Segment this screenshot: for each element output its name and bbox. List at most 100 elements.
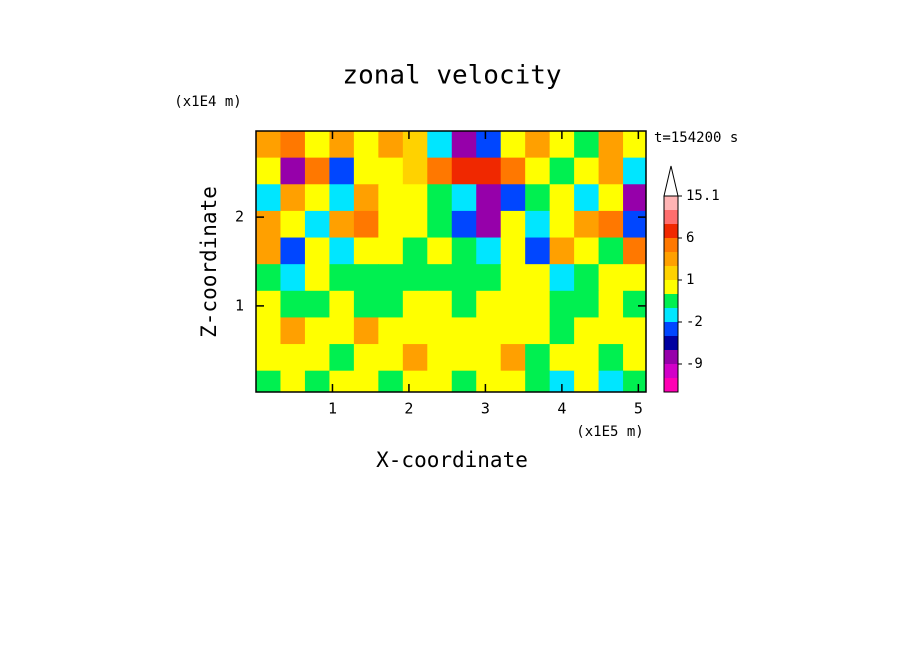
field-cell [451, 184, 477, 212]
field-cell [256, 131, 281, 159]
field-cell [525, 210, 551, 239]
field-cell [525, 370, 551, 392]
field-cell [280, 157, 306, 185]
field-cell [451, 264, 477, 292]
field-cell [402, 290, 428, 318]
field-cell [623, 157, 646, 185]
field-cell [280, 184, 306, 212]
field-cell [329, 184, 355, 212]
field-cell [451, 210, 477, 239]
field-cell [623, 290, 646, 318]
field-cell [378, 184, 404, 212]
x-unit: (x1E5 m) [576, 424, 643, 440]
field-cell [500, 290, 526, 318]
field-cell [451, 157, 477, 185]
colorbar-band [664, 280, 678, 294]
field-cell [256, 317, 281, 345]
colorbar-label: 15.1 [686, 188, 720, 204]
field-cell [574, 370, 600, 392]
colorbar-band [664, 294, 678, 308]
field-cell [451, 370, 477, 392]
field-cell [256, 264, 281, 292]
field-cell [378, 237, 404, 265]
field-cell [353, 157, 379, 185]
field-cell [623, 131, 646, 159]
field-cell [476, 237, 502, 265]
x-axis-label: X-coordinate [376, 448, 528, 472]
field-cell [451, 237, 477, 265]
field-cell [500, 264, 526, 292]
field-cell [304, 344, 330, 372]
field-cell [378, 264, 404, 292]
field-cell [476, 370, 502, 392]
field-cell [353, 344, 379, 372]
colorbar-band [664, 210, 678, 224]
field-cell [476, 210, 502, 239]
field-cell [500, 210, 526, 239]
field-cell [549, 157, 575, 185]
field-cell [402, 157, 428, 185]
field-cell [500, 317, 526, 345]
field-cell [304, 290, 330, 318]
field-cell [280, 210, 306, 239]
field-cell [549, 370, 575, 392]
field-cell [427, 370, 453, 392]
field-cell [329, 237, 355, 265]
field-cell [574, 264, 600, 292]
field-cell [574, 210, 600, 239]
field-cell [256, 290, 281, 318]
field-cell [280, 290, 306, 318]
field-cell [427, 264, 453, 292]
field-cell [402, 131, 428, 159]
field-cell [500, 131, 526, 159]
field-cell [549, 290, 575, 318]
colorbar-label: -2 [686, 314, 703, 330]
field-cell [256, 210, 281, 239]
field-cell [549, 210, 575, 239]
field-cell [402, 237, 428, 265]
field-cell [598, 344, 624, 372]
field-cell [353, 317, 379, 345]
field-cell [476, 264, 502, 292]
field-cell [525, 344, 551, 372]
y-unit: (x1E4 m) [174, 94, 241, 110]
field-cell [549, 237, 575, 265]
field-cell [598, 157, 624, 185]
field-cell [476, 317, 502, 345]
x-tick-label: 5 [634, 400, 643, 418]
field-cell [500, 344, 526, 372]
field-cell [304, 237, 330, 265]
field-cell [280, 344, 306, 372]
field-cell [574, 290, 600, 318]
field-cell [574, 184, 600, 212]
field-cell [378, 210, 404, 239]
field-cell [353, 131, 379, 159]
field-cell [525, 131, 551, 159]
colorbar-band [664, 224, 678, 238]
field-cell [329, 317, 355, 345]
field-cell [525, 237, 551, 265]
field-cell [378, 370, 404, 392]
field-cell [623, 237, 646, 265]
field-cell [280, 370, 306, 392]
field-cell [378, 344, 404, 372]
field-cell [329, 131, 355, 159]
field-cell [378, 157, 404, 185]
x-tick-label: 3 [481, 400, 490, 418]
field-cell [329, 210, 355, 239]
field-cell [525, 264, 551, 292]
field-cell [525, 184, 551, 212]
field-cell [598, 317, 624, 345]
colorbar-band [664, 350, 678, 364]
field-cell [427, 317, 453, 345]
field-cell [476, 290, 502, 318]
x-tick-label: 4 [557, 400, 566, 418]
field-cell [378, 290, 404, 318]
field-cell [304, 157, 330, 185]
field-cell [427, 131, 453, 159]
field-cell [525, 317, 551, 345]
field-cell [304, 264, 330, 292]
field-cell [549, 317, 575, 345]
field-cell [500, 157, 526, 185]
field-cell [574, 317, 600, 345]
